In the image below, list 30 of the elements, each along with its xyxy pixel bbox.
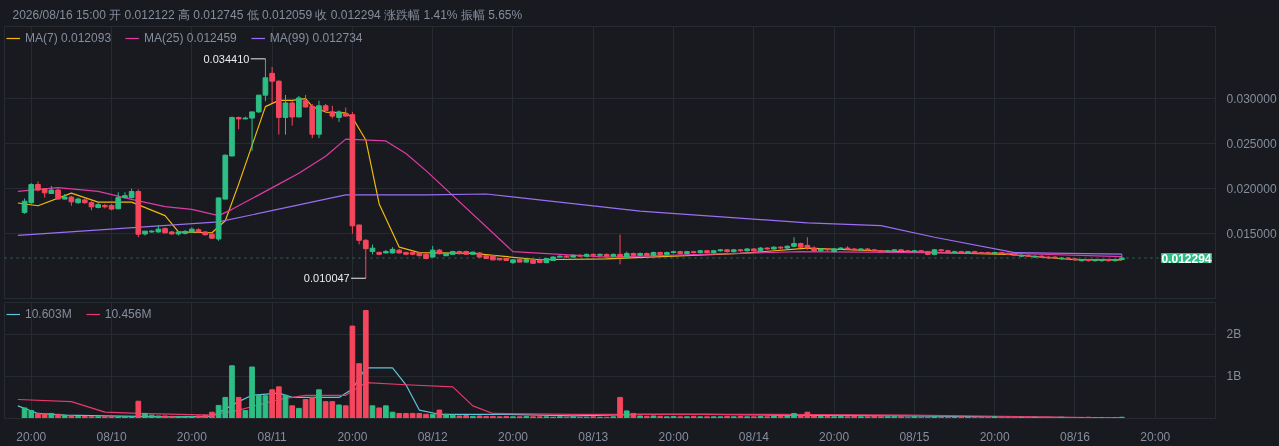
chart-title: 2026/08/16 15:00 开 0.012122 高 0.012745 低 0.012059 收 0.012294 涨跌幅 1.41% 振幅 5.65% bbox=[12, 7, 523, 22]
x-tick-label: 20:00 bbox=[16, 429, 47, 444]
x-tick-label: 08/15 bbox=[899, 429, 930, 444]
x-tick-label: 08/11 bbox=[257, 429, 288, 444]
legend-label: 10.603M bbox=[25, 307, 72, 321]
x-tick-label: 20:00 bbox=[176, 429, 208, 444]
annotation: 0.010047 bbox=[303, 272, 350, 285]
x-tick-label: 08/13 bbox=[578, 429, 609, 444]
y-tick-label: 2B bbox=[1226, 327, 1242, 342]
legend-label: 10.456M bbox=[104, 307, 152, 321]
x-tick-label: 20:00 bbox=[979, 429, 1011, 444]
y-tick-label: 0.030000 bbox=[1226, 92, 1277, 107]
x-tick-label: 08/12 bbox=[417, 429, 449, 444]
y-tick-label: 1B bbox=[1226, 369, 1242, 384]
legend-label: MA(7) 0.012093 bbox=[25, 31, 112, 45]
x-tick-label: 08/14 bbox=[738, 429, 770, 444]
x-tick-label: 20:00 bbox=[819, 429, 850, 444]
y-tick-label: 0.025000 bbox=[1226, 137, 1277, 152]
y-tick-label: 0.015000 bbox=[1226, 227, 1277, 242]
legend-label: MA(99) 0.012734 bbox=[269, 31, 363, 45]
x-tick-label: 20:00 bbox=[337, 429, 368, 444]
x-tick-label: 08/10 bbox=[96, 429, 127, 444]
x-tick-label: 20:00 bbox=[1140, 429, 1171, 444]
ref-line-label: 0.012294 bbox=[1161, 251, 1212, 266]
x-tick-label: 20:00 bbox=[658, 429, 689, 444]
legend-label: MA(25) 0.012459 bbox=[144, 31, 237, 45]
x-tick-label: 08/16 bbox=[1059, 429, 1091, 444]
x-tick-label: 20:00 bbox=[497, 429, 529, 444]
annotation: 0.034410 bbox=[203, 52, 250, 65]
y-tick-label: 0.020000 bbox=[1226, 182, 1277, 197]
